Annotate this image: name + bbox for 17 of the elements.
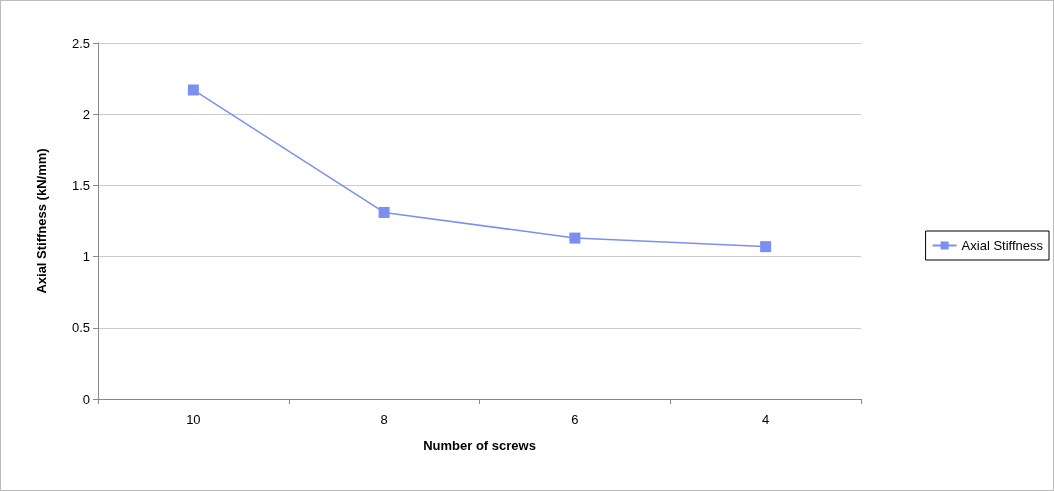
point xyxy=(569,232,581,244)
x-tick-label: 8 xyxy=(380,412,388,427)
y-tick-label: 1 xyxy=(82,249,90,265)
point xyxy=(378,206,390,218)
x-tick-label: 4 xyxy=(762,412,770,427)
x-tick-label: 6 xyxy=(571,412,579,427)
x-tick-label: 10 xyxy=(186,412,201,427)
point xyxy=(187,84,199,96)
point xyxy=(760,241,772,253)
y-tick-label: 0.5 xyxy=(71,320,90,336)
legend-label: Axial Stiffness xyxy=(961,238,1044,253)
y-axis-title: Axial Stiffness (kN/mm) xyxy=(34,148,49,294)
y-tick-label: 2.5 xyxy=(71,35,90,51)
y-tick-label: 1.5 xyxy=(71,177,90,193)
x-axis-title: Number of screws xyxy=(423,438,536,453)
y-tick-label: 2 xyxy=(82,106,90,122)
y-tick-label: 0 xyxy=(82,391,90,407)
